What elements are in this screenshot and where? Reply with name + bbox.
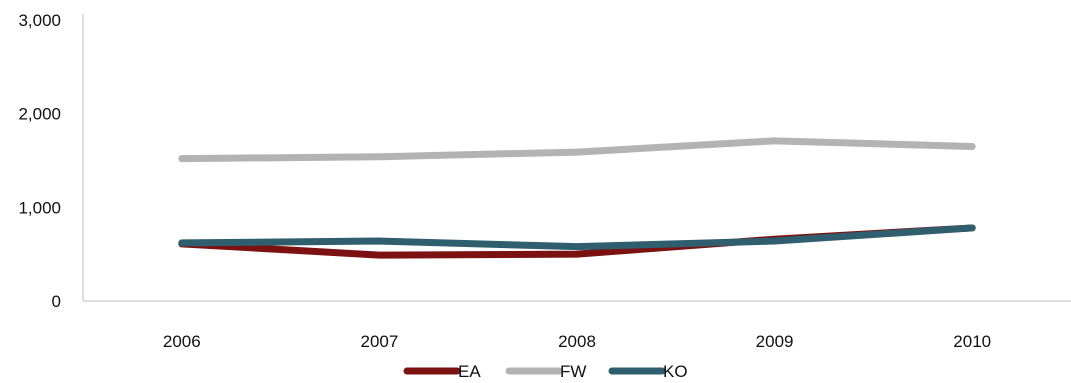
x-tick-labels: 2006 2007 2008 2009 2010	[163, 332, 991, 351]
y-tick-label: 1,000	[18, 198, 61, 217]
series-line-fw	[178, 137, 976, 163]
legend-label-ea: EA	[458, 362, 481, 381]
x-tick-label: 2007	[360, 332, 398, 351]
y-tick-label: 0	[52, 292, 61, 311]
x-tick-label: 2008	[558, 332, 596, 351]
legend-label-fw: FW	[560, 362, 586, 381]
series-line-ko	[178, 224, 976, 251]
y-tick-labels: 0 1,000 2,000 3,000	[18, 11, 61, 311]
x-tick-label: 2009	[756, 332, 794, 351]
series-lines	[178, 137, 976, 259]
legend: EA FW KO	[403, 362, 688, 381]
y-tick-label: 3,000	[18, 11, 61, 30]
y-tick-label: 2,000	[18, 105, 61, 124]
x-tick-label: 2010	[953, 332, 991, 351]
x-tick-label: 2006	[163, 332, 201, 351]
chart-axes	[82, 14, 1071, 302]
legend-label-ko: KO	[663, 362, 688, 381]
